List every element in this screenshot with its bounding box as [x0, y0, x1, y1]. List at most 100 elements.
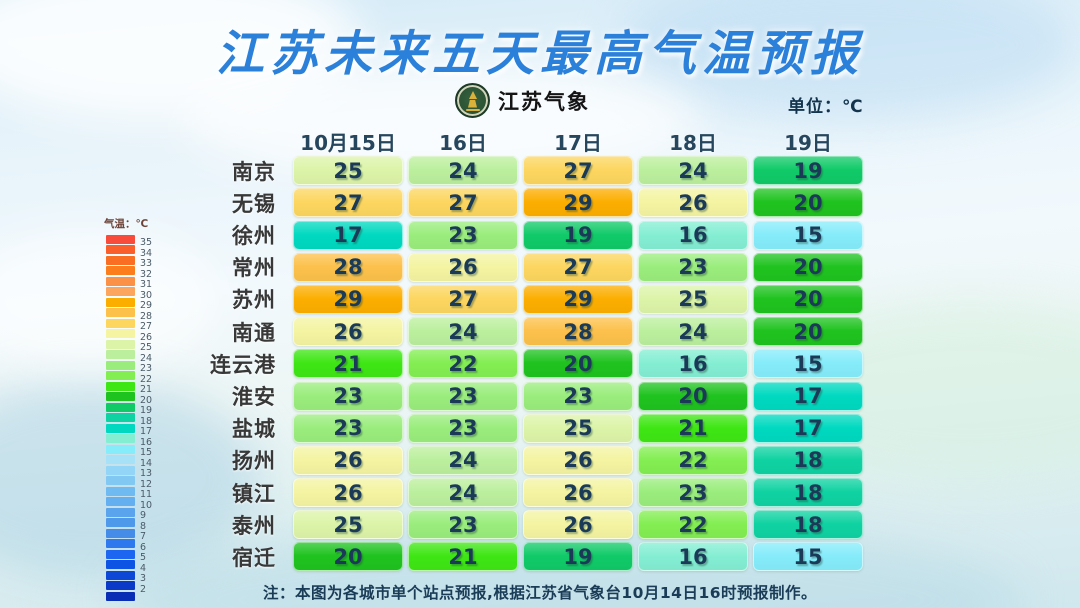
temperature-cell: 23: [293, 381, 403, 411]
city-label: 盐城: [232, 417, 276, 442]
legend-swatch: [106, 539, 135, 548]
legend-row: 23: [106, 359, 152, 373]
legend-swatch: [106, 497, 135, 506]
temperature-cell: 26: [523, 478, 633, 508]
legend-swatch: [106, 518, 135, 527]
temperature-cell: 21: [408, 542, 518, 572]
legend-swatch: [106, 402, 135, 412]
date-header: 19日: [784, 131, 832, 155]
temperature-cell: 16: [638, 349, 748, 379]
forecast-table: 10月15日 16日 17日 18日 19日 南京 25 24 27 24 19 无锡 27 27 29 26…: [180, 130, 863, 572]
temperature-cell: 26: [293, 445, 403, 475]
legend-swatch: [106, 560, 135, 569]
legend-swatch: [106, 350, 135, 359]
legend-swatch: [106, 444, 135, 454]
legend-label: 18: [140, 415, 153, 427]
legend-swatch: [106, 255, 135, 265]
city-label: 常州: [232, 256, 276, 281]
legend-label: 21: [140, 384, 153, 395]
date-header: 16日: [439, 131, 487, 155]
legend-swatch: [106, 266, 135, 275]
legend-row: 11: [106, 485, 152, 499]
legend-label: 7: [140, 531, 147, 542]
legend-row: 14: [106, 454, 152, 468]
legend-swatch: [106, 392, 135, 401]
unit-label: 单位：℃: [788, 97, 864, 117]
temperature-cell: 27: [293, 188, 403, 218]
temperature-legend: 气温：℃ 35 34 33 32 31 30 29 28 27 26 25 24 23 22 21 20 19 1…: [104, 216, 152, 601]
temperature-cell: 20: [293, 542, 403, 572]
date-header: 10月15日: [300, 131, 396, 155]
temperature-cell: 26: [523, 445, 633, 475]
legend-row: 31: [106, 275, 152, 289]
city-label: 徐州: [232, 224, 276, 249]
table-corner: [180, 130, 288, 153]
date-header: 18日: [669, 131, 717, 155]
date-header: 17日: [554, 131, 602, 155]
city-label: 苏州: [232, 288, 276, 313]
legend-label: 8: [140, 520, 147, 532]
legend-row: 29: [106, 296, 152, 310]
legend-swatch: [106, 381, 135, 391]
legend-swatch: [106, 371, 135, 380]
city-label: 泰州: [232, 513, 276, 538]
temperature-cell: 18: [753, 510, 863, 540]
legend-label: 25: [140, 342, 153, 353]
legend-label: 20: [140, 394, 153, 406]
temperature-cell: 24: [638, 156, 748, 186]
legend-label: 12: [140, 478, 153, 490]
temperature-cell: 25: [523, 413, 633, 443]
brand-block: 江苏气象: [455, 83, 590, 118]
temperature-cell: 15: [753, 349, 863, 379]
legend-swatch: [106, 245, 135, 254]
temperature-cell: 19: [753, 156, 863, 186]
legend-swatch: [106, 581, 135, 590]
legend-row: 18: [106, 412, 152, 426]
legend-label: 4: [140, 562, 147, 574]
legend-row: 13: [106, 464, 152, 478]
legend-label: 10: [140, 499, 153, 511]
temperature-cell: 16: [638, 542, 748, 572]
temperature-cell: 23: [638, 478, 748, 508]
temperature-cell: 22: [638, 510, 748, 540]
legend-row: 4: [106, 559, 152, 573]
temperature-cell: 15: [753, 542, 863, 572]
legend-swatch: [106, 486, 135, 496]
temperature-cell: 23: [293, 413, 403, 443]
temperature-cell: 17: [753, 413, 863, 443]
legend-label: 29: [140, 300, 153, 311]
legend-swatch: [106, 507, 135, 517]
legend-swatch: [106, 528, 135, 538]
legend-label: 16: [140, 436, 153, 448]
legend-row: 24: [106, 349, 152, 363]
temperature-cell: 24: [408, 156, 518, 186]
legend-label: 27: [140, 321, 153, 332]
page-title: 江苏未来五天最高气温预报: [215, 26, 864, 82]
temperature-cell: 26: [293, 317, 403, 347]
temperature-cell: 17: [293, 220, 403, 250]
legend-row: 17: [106, 422, 152, 436]
legend-label: 17: [140, 426, 153, 437]
legend-swatch: [106, 434, 135, 443]
pagoda-icon: [468, 90, 477, 99]
legend-row: 12: [106, 475, 152, 489]
legend-row: 8: [106, 517, 152, 531]
legend-label: 28: [140, 310, 153, 322]
temperature-cell: 15: [753, 220, 863, 250]
legend-label: 26: [140, 331, 153, 343]
city-label: 南京: [232, 159, 276, 184]
legend-scale: 35 34 33 32 31 30 29 28 27 26 25 24 23 22 21 20 19 18 17 16…: [106, 233, 152, 601]
temperature-cell: 29: [523, 284, 633, 314]
temperature-cell: 24: [408, 317, 518, 347]
temperature-cell: 23: [408, 381, 518, 411]
legend-label: 11: [140, 489, 153, 500]
temperature-cell: 28: [293, 252, 403, 282]
temperature-cell: 23: [638, 252, 748, 282]
legend-row: 34: [106, 244, 152, 258]
city-label: 扬州: [232, 449, 276, 474]
temperature-cell: 16: [638, 220, 748, 250]
legend-label: 23: [140, 363, 153, 374]
temperature-cell: 27: [408, 188, 518, 218]
legend-swatch: [106, 287, 135, 296]
legend-label: 3: [140, 573, 147, 584]
